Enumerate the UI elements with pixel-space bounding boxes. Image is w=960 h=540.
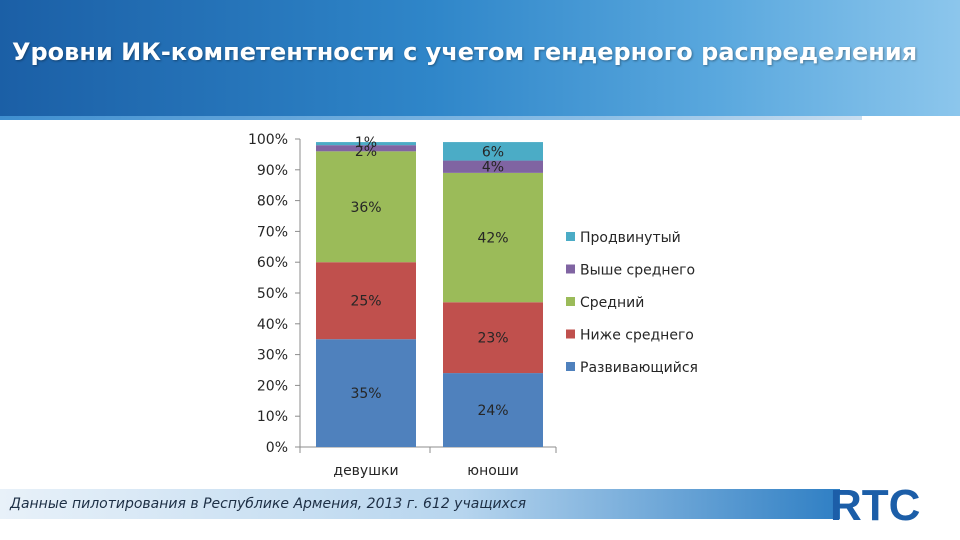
footer-bar <box>0 489 840 519</box>
x-tick-label: юноши <box>467 463 518 479</box>
y-tick-label: 30% <box>257 348 288 364</box>
y-tick-label: 10% <box>257 409 288 425</box>
legend-label: Ниже среднего <box>580 328 694 344</box>
footer-note: Данные пилотирования в Республике Армени… <box>10 496 527 512</box>
y-tick-label: 80% <box>257 194 288 210</box>
data-label: 42% <box>477 231 508 247</box>
y-tick-label: 100% <box>248 132 288 148</box>
data-label: 36% <box>350 200 381 216</box>
data-label: 25% <box>350 294 381 310</box>
bar-segment <box>316 145 416 152</box>
bar-segment <box>316 151 416 263</box>
y-tick-label: 20% <box>257 378 288 394</box>
bar-segment <box>443 373 543 447</box>
legend-label: Средний <box>580 295 644 311</box>
y-tick-label: 0% <box>266 440 288 456</box>
y-tick-label: 60% <box>257 255 288 271</box>
legend-swatch <box>566 362 575 371</box>
bar-segment <box>316 262 416 340</box>
rtc-logo: RTC <box>830 481 920 530</box>
legend-label: Продвинутый <box>580 230 681 246</box>
header-divider <box>0 116 862 120</box>
data-label: 24% <box>477 403 508 419</box>
page-title: Уровни ИК-компетентности с учетом гендер… <box>12 38 918 66</box>
data-label: 35% <box>350 386 381 402</box>
y-tick-label: 40% <box>257 317 288 333</box>
legend-swatch <box>566 264 575 274</box>
bar-segment <box>316 339 416 447</box>
data-label: 4% <box>482 160 504 176</box>
data-label: 23% <box>477 331 508 347</box>
logo-text: RTC <box>830 481 920 530</box>
bar-segment <box>443 172 543 303</box>
y-tick-label: 90% <box>257 163 288 179</box>
legend-swatch <box>566 232 575 241</box>
data-label: 6% <box>482 144 504 160</box>
data-label: 2% <box>355 144 377 160</box>
legend-label: Выше среднего <box>580 263 695 279</box>
bar-segment <box>316 142 416 146</box>
y-tick-label: 50% <box>257 286 288 302</box>
legend-swatch <box>566 329 575 339</box>
legend-swatch <box>566 297 575 306</box>
bar-segment <box>443 160 543 173</box>
header-banner <box>0 0 960 116</box>
y-tick-label: 70% <box>257 224 288 240</box>
x-tick-label: девушки <box>333 463 398 479</box>
legend-label: Развивающийся <box>580 360 698 376</box>
data-label: 1% <box>355 135 377 151</box>
bar-segment <box>443 142 543 161</box>
bar-segment <box>443 302 543 374</box>
